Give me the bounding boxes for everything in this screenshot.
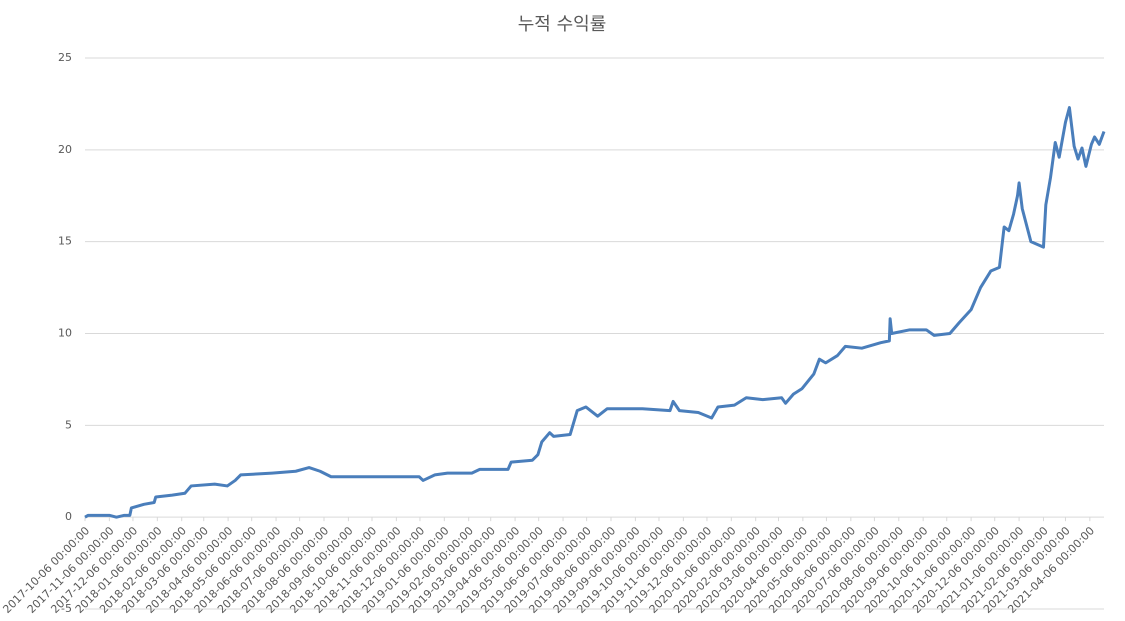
y-tick-label: 0 <box>65 510 72 523</box>
y-tick-label: 5 <box>65 418 72 431</box>
chart-title: 누적 수익률 <box>518 14 607 35</box>
y-tick-label: 15 <box>58 235 72 248</box>
data-line <box>84 106 1106 519</box>
y-tick-label: 10 <box>58 327 72 340</box>
y-tick-label: 20 <box>58 143 72 156</box>
y-tick-label: 25 <box>58 51 72 64</box>
y-tick-label: -5 <box>61 602 72 615</box>
